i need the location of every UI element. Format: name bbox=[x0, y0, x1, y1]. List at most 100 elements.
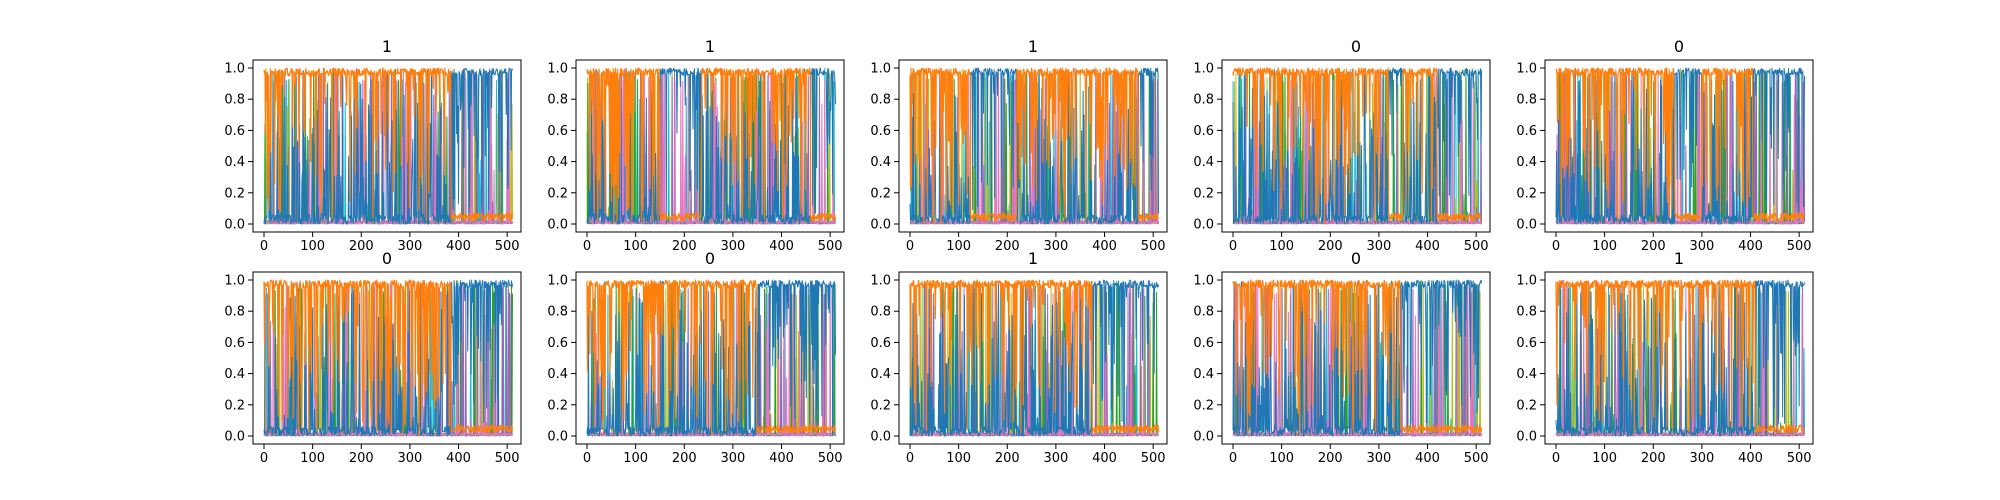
y-tick-label: 0.6 bbox=[870, 336, 891, 351]
y-tick-label: 0.8 bbox=[1516, 93, 1537, 108]
y-tick-label: 0.2 bbox=[1516, 398, 1537, 413]
plot-area bbox=[587, 68, 836, 224]
x-tick-label: 400 bbox=[1415, 451, 1440, 466]
subplot-2: 1 0 100 200 300 400 500 0.0 0.2 0.4 0.6 0.8 1.0 bbox=[547, 37, 844, 254]
x-tick-label: 400 bbox=[1738, 239, 1763, 254]
y-tick-label: 0.2 bbox=[547, 398, 568, 413]
y-tick-label: 0.8 bbox=[1516, 305, 1537, 320]
plot-area bbox=[264, 68, 513, 224]
x-tick-label: 0 bbox=[906, 451, 914, 466]
x-tick-label: 0 bbox=[583, 451, 591, 466]
subplot-title: 0 bbox=[1351, 37, 1361, 56]
x-tick-label: 200 bbox=[1318, 239, 1343, 254]
x-tick-label: 100 bbox=[946, 451, 971, 466]
x-tick-label: 300 bbox=[1043, 451, 1068, 466]
y-tick-label: 0.6 bbox=[870, 124, 891, 139]
subplot-9: 00 100 200 300 400 5000.00.20.40.60.81.0 bbox=[1193, 249, 1490, 466]
x-tick-label: 500 bbox=[1141, 239, 1166, 254]
y-tick-label: 0.4 bbox=[1516, 155, 1537, 170]
subplot-title: 1 bbox=[705, 37, 715, 56]
y-tick-label: 0.0 bbox=[870, 430, 891, 445]
y-tick-label: 0.6 bbox=[1193, 124, 1214, 139]
x-tick-label: 300 bbox=[1689, 239, 1714, 254]
y-tick-label: 0.2 bbox=[224, 398, 245, 413]
x-tick-label: 100 bbox=[1592, 451, 1617, 466]
x-tick-label: 500 bbox=[1787, 239, 1812, 254]
y-tick-label: 1.0 bbox=[1516, 274, 1537, 289]
x-tick-label: 400 bbox=[1092, 451, 1117, 466]
y-tick-label: 0.2 bbox=[1193, 186, 1214, 201]
subplot-5: 0 0 100 200 300 400 500 0.0 0.2 0.4 0.6 0.8 1.0 bbox=[1516, 37, 1813, 254]
x-tick-label: 200 bbox=[995, 451, 1020, 466]
x-tick-label: 300 bbox=[720, 239, 745, 254]
y-tick-label: 0.6 bbox=[1516, 336, 1537, 351]
y-tick-label: 0.8 bbox=[870, 93, 891, 108]
y-tick-label: 0.6 bbox=[1516, 124, 1537, 139]
y-tick-label: 0.0 bbox=[1516, 218, 1537, 233]
x-tick-label: 0 bbox=[583, 239, 591, 254]
x-tick-label: 300 bbox=[397, 239, 422, 254]
plot-area bbox=[587, 280, 836, 436]
x-tick-label: 400 bbox=[446, 451, 471, 466]
y-tick-label: 0.8 bbox=[224, 93, 245, 108]
x-tick-label: 400 bbox=[446, 239, 471, 254]
x-tick-label: 100 bbox=[300, 239, 325, 254]
y-tick-label: 0.0 bbox=[1193, 218, 1214, 233]
x-tick-label: 200 bbox=[349, 451, 374, 466]
y-tick-label: 0.8 bbox=[547, 305, 568, 320]
x-tick-label: 400 bbox=[769, 239, 794, 254]
y-tick-label: 0.6 bbox=[547, 124, 568, 139]
subplot-6: 00 100 200 300 400 5000.00.20.40.60.81.0 bbox=[224, 249, 521, 466]
x-tick-label: 200 bbox=[1641, 239, 1666, 254]
y-tick-label: 0.0 bbox=[870, 218, 891, 233]
y-tick-label: 0.4 bbox=[1516, 367, 1537, 382]
x-tick-label: 200 bbox=[1641, 451, 1666, 466]
subplot-title: 0 bbox=[1674, 37, 1684, 56]
y-tick-label: 0.4 bbox=[1193, 155, 1214, 170]
x-tick-label: 100 bbox=[623, 239, 648, 254]
y-tick-label: 0.8 bbox=[1193, 93, 1214, 108]
y-tick-label: 0.0 bbox=[1516, 430, 1537, 445]
y-tick-label: 0.4 bbox=[870, 367, 891, 382]
subplot-4: 0 0 100 200 300 400 500 0.0 0.2 0.4 0.6 0.8 1.0 bbox=[1193, 37, 1490, 254]
x-tick-label: 0 bbox=[1552, 239, 1560, 254]
plot-area bbox=[1556, 280, 1805, 436]
plot-area bbox=[910, 280, 1159, 436]
x-tick-label: 500 bbox=[1787, 451, 1812, 466]
y-tick-label: 0.0 bbox=[224, 430, 245, 445]
subplot-10: 1 0 100 200 300 400 500 0.0 0.2 0.4 0.6 0.8 1.0 bbox=[1516, 249, 1813, 466]
y-tick-label: 0.4 bbox=[547, 155, 568, 170]
y-tick-label: 0.6 bbox=[224, 124, 245, 139]
x-tick-label: 100 bbox=[946, 239, 971, 254]
x-tick-label: 400 bbox=[1738, 451, 1763, 466]
x-tick-label: 300 bbox=[1043, 239, 1068, 254]
y-tick-label: 1.0 bbox=[1516, 62, 1537, 77]
x-tick-label: 200 bbox=[672, 239, 697, 254]
x-tick-label: 0 bbox=[1229, 239, 1237, 254]
x-tick-label: 300 bbox=[397, 451, 422, 466]
x-tick-label: 300 bbox=[720, 451, 745, 466]
x-tick-label: 100 bbox=[1592, 239, 1617, 254]
x-tick-label: 500 bbox=[1464, 451, 1489, 466]
y-tick-label: 0.4 bbox=[547, 367, 568, 382]
x-tick-label: 100 bbox=[300, 451, 325, 466]
y-tick-label: 1.0 bbox=[547, 274, 568, 289]
y-tick-label: 0.8 bbox=[224, 305, 245, 320]
subplot-3: 1 0 100 200 300 400 500 0.0 0.2 0.4 0.6 0.8 1.0 bbox=[870, 37, 1167, 254]
x-tick-label: 200 bbox=[349, 239, 374, 254]
x-tick-label: 200 bbox=[995, 239, 1020, 254]
subplot-title: 1 bbox=[382, 37, 392, 56]
subplot-8: 10 100 200 300 400 5000.00.20.40.60.81.0 bbox=[870, 249, 1167, 466]
x-tick-label: 500 bbox=[818, 451, 843, 466]
x-tick-label: 500 bbox=[495, 239, 520, 254]
x-tick-label: 400 bbox=[1092, 239, 1117, 254]
y-tick-label: 0.6 bbox=[547, 336, 568, 351]
y-tick-label: 0.2 bbox=[1516, 186, 1537, 201]
x-tick-label: 0 bbox=[906, 239, 914, 254]
y-tick-label: 0.8 bbox=[547, 93, 568, 108]
y-tick-label: 0.0 bbox=[1193, 430, 1214, 445]
x-tick-label: 0 bbox=[1552, 451, 1560, 466]
x-tick-label: 0 bbox=[1229, 451, 1237, 466]
x-tick-label: 500 bbox=[818, 239, 843, 254]
